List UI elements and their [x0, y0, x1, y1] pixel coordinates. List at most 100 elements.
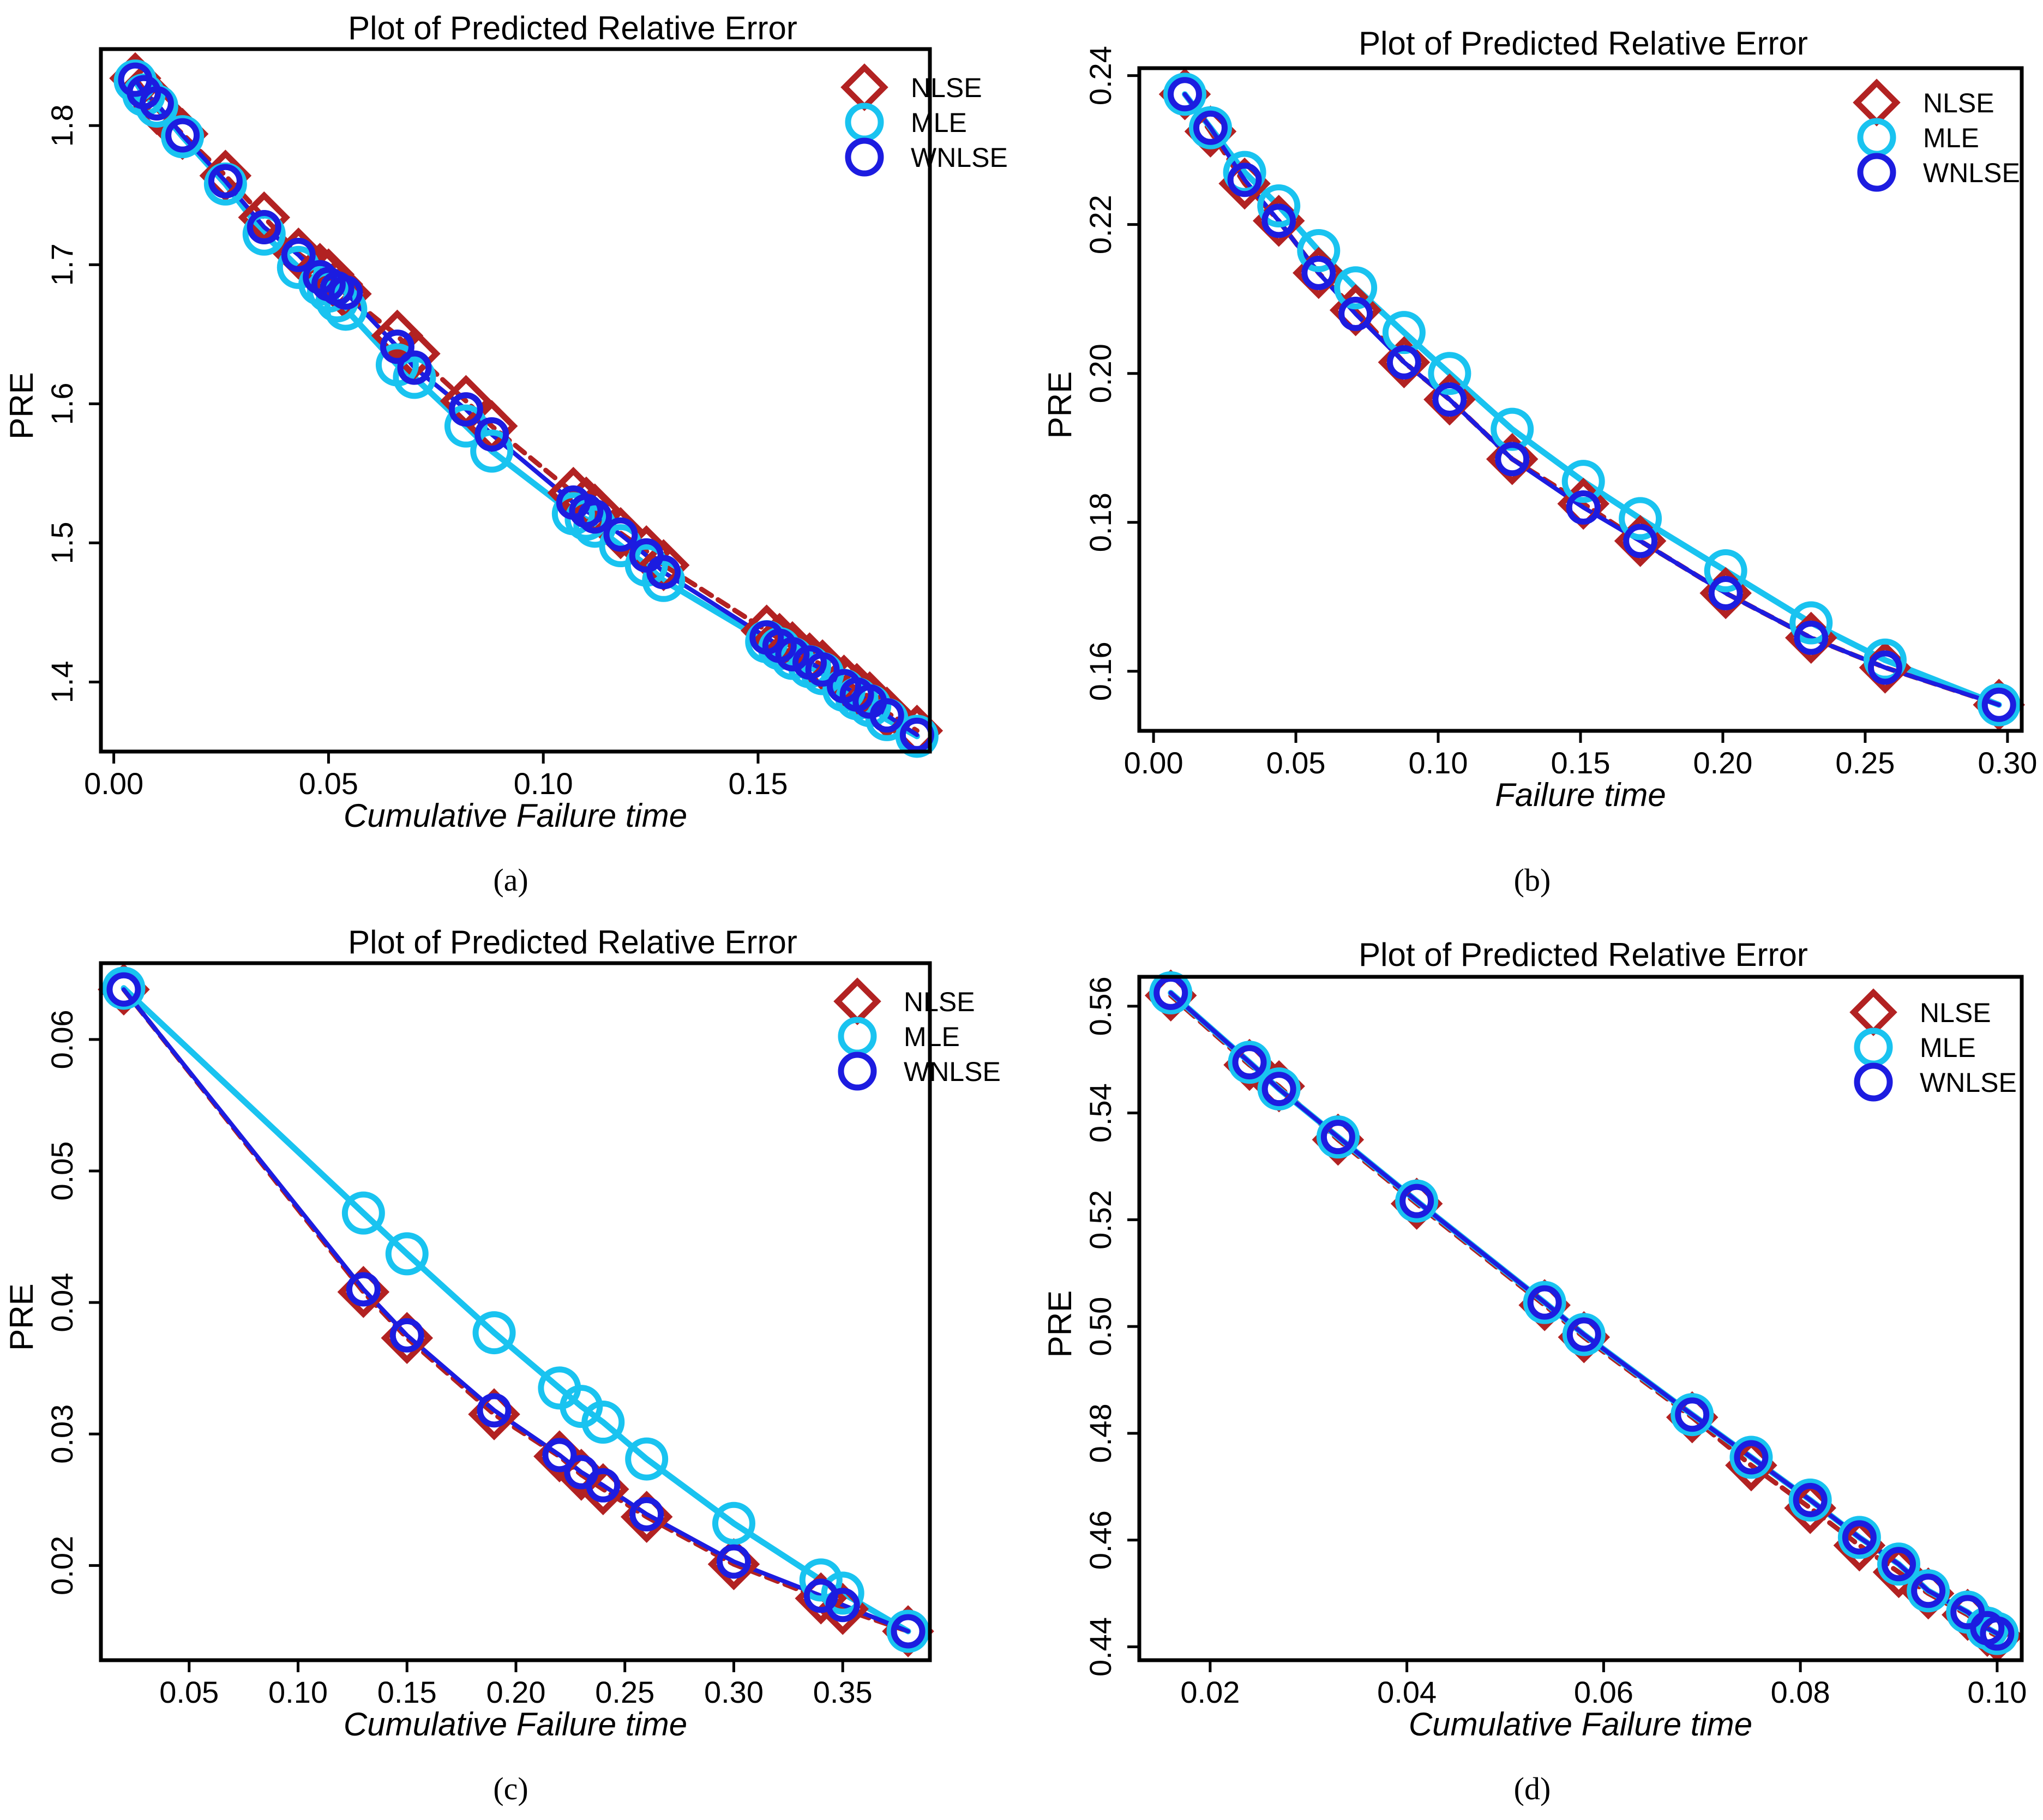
point-wnlse-b-6 [1386, 345, 1421, 380]
y-tick-label-d-6: 0.56 [1083, 976, 1117, 1036]
point-wnlse-b-9 [1566, 490, 1601, 525]
legend-marker-nlse-c [833, 977, 881, 1025]
point-wnlse-a-18 [603, 517, 638, 552]
y-tick-label-d-4: 0.52 [1083, 1190, 1117, 1250]
point-mle-b-5 [1334, 266, 1378, 310]
point-wnlse-b-5 [1338, 297, 1373, 332]
point-mle-d-0 [1149, 971, 1193, 1014]
legend-label-mle-b: MLE [1923, 123, 1979, 153]
point-mle-c-6 [581, 1401, 625, 1444]
x-tick-label-d-3: 0.08 [1771, 1675, 1830, 1709]
point-mle-d-2 [1257, 1067, 1301, 1111]
point-wnlse-d-15 [1980, 1616, 2015, 1651]
point-mle-d-10 [1837, 1516, 1881, 1559]
legend-label-mle-a: MLE [911, 107, 967, 138]
y-tick-label-a-2: 1.6 [45, 382, 79, 425]
x-tick-label-a-2: 0.10 [514, 766, 573, 801]
point-wnlse-d-6 [1566, 1317, 1601, 1352]
point-wnlse-d-9 [1793, 1482, 1828, 1517]
point-mle-d-11 [1877, 1542, 1921, 1586]
point-wnlse-b-7 [1432, 382, 1467, 417]
legend-label-wnlse-a: WNLSE [911, 142, 1008, 173]
point-mle-a-13 [444, 404, 488, 448]
series-lines-c [121, 985, 911, 1635]
x-tick-label-b-1: 0.05 [1266, 746, 1326, 780]
y-tick-label-c-2: 0.04 [45, 1273, 79, 1332]
legend-marker-nlse-a [840, 63, 888, 111]
point-mle-b-0 [1163, 73, 1207, 116]
y-tick-label-c-0: 0.02 [45, 1536, 79, 1595]
y-tick-label-d-3: 0.50 [1083, 1297, 1117, 1356]
x-tick-label-c-2: 0.15 [377, 1675, 437, 1709]
chart-svg-c: Plot of Predicted Relative Error 0.05 0.10… [3, 924, 1001, 1743]
point-wnlse-a-10 [328, 275, 363, 310]
chart-svg-a: Plot of Predicted Relative Error 0.00 0.05… [3, 10, 1008, 834]
chart-panel-c: Plot of Predicted Relative Error 0.05 0.10… [0, 909, 1022, 1817]
point-wnlse-d-1 [1232, 1045, 1267, 1080]
point-wnlse-c-6 [586, 1468, 621, 1503]
caption-a: (a) [493, 862, 528, 898]
plot-frame-d [1137, 975, 2024, 1662]
point-wnlse-a-4 [208, 164, 243, 199]
x-tick-label-c-0: 0.05 [159, 1675, 219, 1709]
point-mle-a-10 [324, 287, 368, 331]
point-wnlse-c-4 [542, 1438, 577, 1473]
point-mle-d-4 [1395, 1179, 1439, 1223]
y-tick-label-b-4: 0.24 [1083, 46, 1117, 105]
x-tick-label-c-3: 0.20 [486, 1675, 545, 1709]
point-mle-b-9 [1561, 460, 1605, 503]
point-wnlse-b-8 [1495, 442, 1530, 477]
point-wnlse-b-3 [1261, 203, 1296, 238]
point-wnlse-a-2 [139, 86, 174, 121]
point-mle-d-3 [1316, 1115, 1360, 1159]
series-markers-d [1144, 969, 2023, 1662]
series-line-mle-c [121, 985, 911, 1635]
legend-label-nlse-c: NLSE [904, 987, 975, 1017]
point-mle-d-1 [1228, 1041, 1271, 1084]
point-mle-b-2 [1223, 151, 1266, 194]
point-mle-b-12 [1789, 601, 1833, 645]
point-wnlse-a-5 [247, 209, 281, 244]
point-mle-d-9 [1788, 1478, 1832, 1522]
point-wnlse-b-11 [1708, 575, 1743, 610]
y-tick-label-c-4: 0.06 [45, 1010, 79, 1069]
point-mle-b-13 [1863, 638, 1907, 682]
plot-frame-c [99, 961, 932, 1662]
point-mle-a-20 [642, 558, 686, 602]
x-tick-label-d-2: 0.06 [1574, 1675, 1633, 1709]
y-tick-label-b-0: 0.16 [1083, 641, 1117, 701]
legend-label-mle-d: MLE [1920, 1032, 1976, 1063]
caption-b: (b) [1513, 862, 1551, 898]
point-wnlse-a-13 [448, 392, 483, 427]
y-tick-label-d-0: 0.44 [1083, 1617, 1117, 1677]
plot-frame-a [99, 47, 932, 754]
point-wnlse-d-11 [1882, 1547, 1916, 1582]
point-mle-b-4 [1297, 229, 1341, 272]
point-wnlse-b-1 [1193, 110, 1228, 145]
chart-svg-b: Plot of Predicted Relative Error 0.00 0.05… [1042, 25, 2037, 813]
legend-marker-wnlse-b [1857, 153, 1896, 192]
x-tick-label-d-1: 0.04 [1377, 1675, 1437, 1709]
point-wnlse-b-2 [1227, 163, 1262, 197]
point-wnlse-b-4 [1301, 255, 1336, 290]
series-markers-c [98, 963, 934, 1657]
point-wnlse-a-14 [474, 417, 509, 452]
legend-label-mle-c: MLE [904, 1022, 960, 1052]
point-mle-c-1 [341, 1191, 385, 1235]
point-mle-c-10 [821, 1571, 864, 1615]
point-wnlse-a-23 [775, 636, 810, 671]
point-wnlse-d-8 [1734, 1440, 1769, 1475]
point-wnlse-a-3 [165, 118, 200, 153]
point-wnlse-d-3 [1320, 1120, 1355, 1155]
x-tick-label-a-1: 0.05 [299, 766, 358, 801]
point-wnlse-d-12 [1911, 1573, 1946, 1608]
point-wnlse-d-4 [1399, 1184, 1434, 1218]
point-wnlse-a-20 [646, 555, 681, 590]
y-axis-title-d: PRE [1042, 1290, 1078, 1358]
y-tick-label-a-4: 1.8 [45, 104, 79, 147]
point-wnlse-d-5 [1527, 1285, 1562, 1320]
point-mle-c-7 [625, 1437, 669, 1481]
y-tick-label-b-1: 0.18 [1083, 492, 1117, 552]
point-mle-d-6 [1562, 1313, 1606, 1356]
legend-marker-wnlse-d [1854, 1062, 1893, 1102]
